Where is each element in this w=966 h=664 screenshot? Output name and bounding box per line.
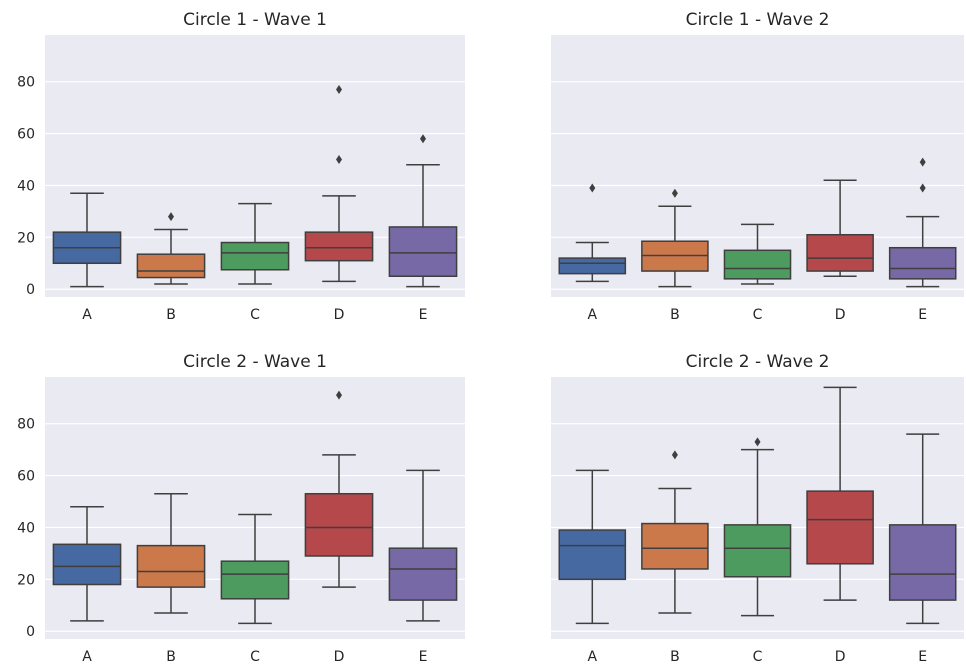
x-tick-label: B: [166, 307, 176, 323]
outlier-point: [420, 134, 426, 144]
subplot-title: Circle 2 - Wave 2: [686, 352, 830, 372]
subplot-1: 0 20 40 60 80 Circle 1 - Wave 1 A B C D E: [17, 10, 465, 323]
x-tick-label: E: [419, 307, 428, 323]
y-tick-label: 40: [17, 178, 35, 194]
box-A: [558, 529, 627, 581]
box-B: [136, 544, 206, 588]
box-D: [304, 231, 374, 262]
outlier-point: [589, 183, 596, 193]
box-E: [888, 246, 957, 280]
x-tick-label: E: [419, 649, 428, 664]
box-E: [888, 524, 957, 601]
y-tick-label: 40: [17, 520, 35, 536]
x-tick-label: A: [82, 307, 92, 323]
x-tick-label: A: [588, 649, 598, 664]
box-D: [806, 233, 874, 272]
outlier-point: [919, 183, 926, 193]
outlier-point: [336, 84, 342, 94]
outlier-point: [919, 157, 926, 167]
box-C: [723, 524, 792, 578]
box-B: [136, 253, 206, 279]
y-tick-label: 20: [17, 230, 35, 246]
box-A: [52, 543, 122, 586]
outlier-point: [754, 437, 761, 447]
outlier-point: [336, 390, 342, 400]
box-D: [806, 490, 874, 565]
y-tick-label: 80: [17, 417, 35, 433]
x-tick-label: A: [588, 307, 598, 323]
y-tick-label: 0: [26, 282, 35, 298]
box-A: [558, 257, 627, 275]
box-E: [388, 226, 458, 277]
y-tick-label: 60: [17, 469, 35, 485]
x-tick-label: B: [670, 307, 680, 323]
x-tick-label: C: [250, 307, 260, 323]
outlier-point: [671, 188, 678, 198]
box-C: [220, 560, 290, 600]
x-tick-label: B: [166, 649, 176, 664]
x-tick-label: D: [835, 649, 846, 664]
subplot-title: Circle 2 - Wave 1: [183, 352, 327, 372]
x-tick-label: D: [334, 307, 345, 323]
subplot-3: 0 20 40 60 80 Circle 2 - Wave 1 A B C D E: [17, 352, 465, 664]
x-tick-label: C: [753, 307, 763, 323]
x-tick-label: E: [918, 307, 927, 323]
subplot-title: Circle 1 - Wave 2: [686, 10, 830, 30]
y-tick-label: 60: [17, 127, 35, 143]
subplot-4: Circle 2 - Wave 2 A B C D E: [551, 352, 964, 664]
x-tick-label: C: [250, 649, 260, 664]
box-E: [388, 547, 458, 601]
box-B: [641, 522, 709, 570]
x-tick-label: D: [835, 307, 846, 323]
y-tick-label: 80: [17, 75, 35, 91]
outlier-point: [336, 155, 342, 165]
subplot-2: Circle 1 - Wave 2 A B C D E: [551, 10, 964, 323]
y-tick-label: 0: [26, 624, 35, 640]
box-C: [220, 241, 290, 271]
subplot-title: Circle 1 - Wave 1: [183, 10, 327, 30]
x-tick-label: D: [334, 649, 345, 664]
outlier-point: [671, 450, 678, 460]
box-D: [304, 492, 374, 557]
x-tick-label: C: [753, 649, 763, 664]
x-tick-label: B: [670, 649, 680, 664]
box-C: [723, 249, 792, 280]
outlier-point: [168, 212, 174, 222]
x-tick-label: A: [82, 649, 92, 664]
y-tick-label: 20: [17, 572, 35, 588]
x-tick-label: E: [918, 649, 927, 664]
